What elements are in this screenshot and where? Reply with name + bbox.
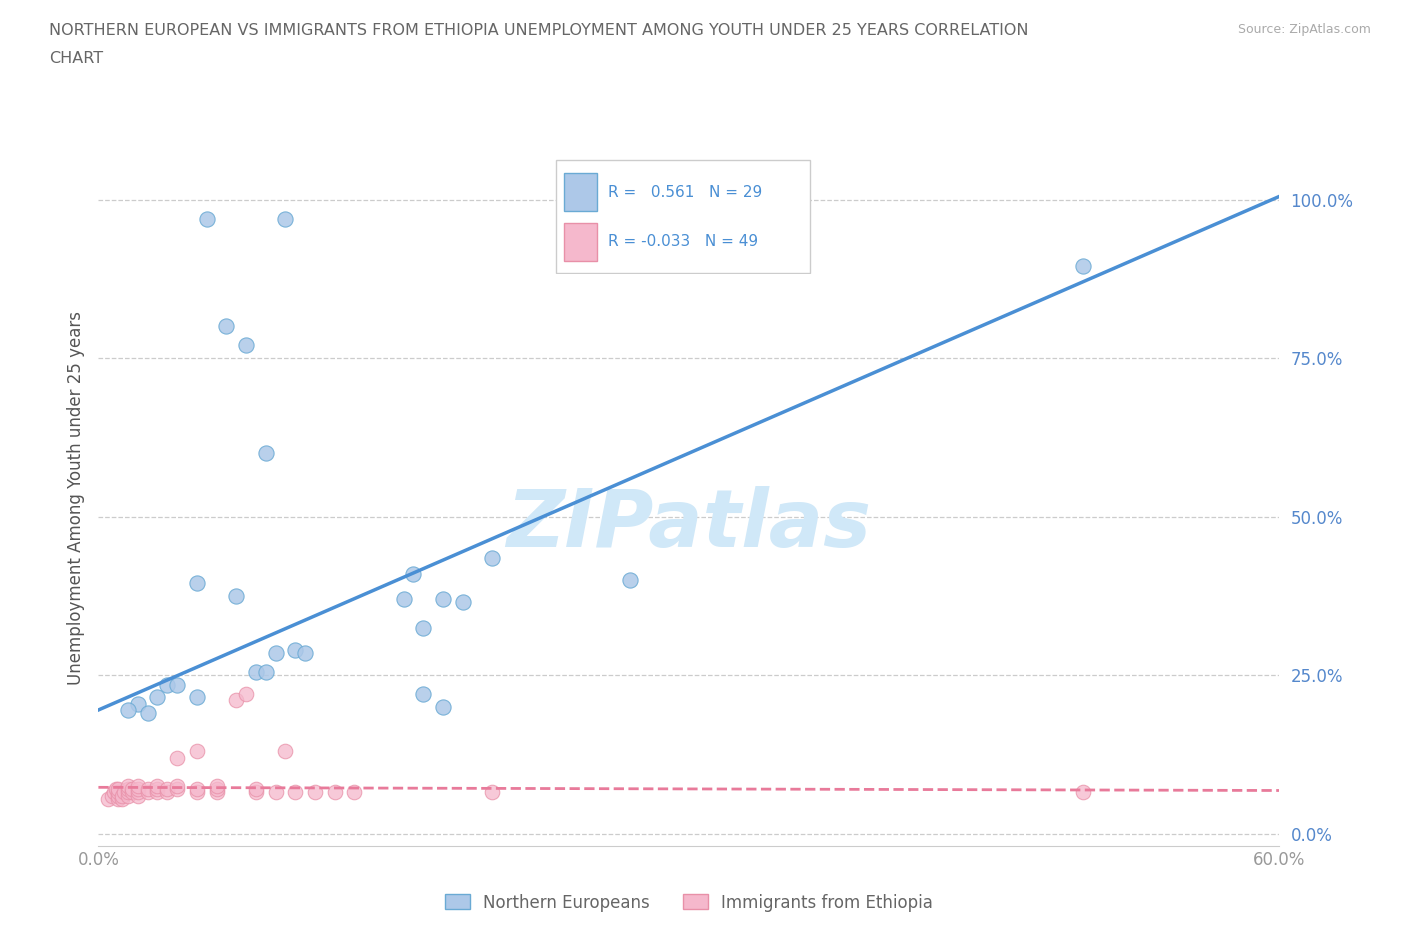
Point <box>111 791 134 806</box>
Point <box>117 702 139 717</box>
Point <box>215 319 238 334</box>
Point <box>156 785 179 800</box>
Point <box>432 699 454 714</box>
Point <box>136 785 159 800</box>
Point <box>402 566 425 581</box>
Point <box>412 620 434 635</box>
Point <box>264 645 287 660</box>
Point <box>245 785 267 800</box>
Point <box>166 751 188 765</box>
Point <box>105 782 128 797</box>
Point <box>146 782 169 797</box>
Point <box>235 686 257 701</box>
Point <box>254 445 277 460</box>
Point <box>481 785 503 800</box>
Point <box>107 782 129 797</box>
Point <box>146 785 169 800</box>
Point <box>112 785 135 800</box>
Point <box>186 785 208 800</box>
Point <box>107 791 129 806</box>
Point <box>392 591 415 606</box>
Point <box>166 782 188 797</box>
Point <box>481 551 503 565</box>
Point <box>107 788 129 803</box>
Point <box>343 785 366 800</box>
Point <box>146 690 169 705</box>
Point <box>121 782 143 797</box>
Point <box>127 785 149 800</box>
Point <box>117 788 139 803</box>
Point <box>121 785 143 800</box>
Point <box>264 785 287 800</box>
Point <box>97 791 120 806</box>
Point <box>245 664 267 679</box>
Point <box>225 693 247 708</box>
Point <box>117 785 139 800</box>
Point <box>117 782 139 797</box>
Point <box>284 785 307 800</box>
Point <box>127 788 149 803</box>
Point <box>166 677 188 692</box>
Point <box>412 686 434 701</box>
Point <box>117 778 139 793</box>
Point <box>186 744 208 759</box>
Point <box>186 576 208 591</box>
Point <box>127 697 149 711</box>
Point <box>136 782 159 797</box>
Text: NORTHERN EUROPEAN VS IMMIGRANTS FROM ETHIOPIA UNEMPLOYMENT AMONG YOUTH UNDER 25 : NORTHERN EUROPEAN VS IMMIGRANTS FROM ETH… <box>49 23 1029 38</box>
Point <box>127 782 149 797</box>
Point <box>195 211 218 226</box>
Point <box>205 778 228 793</box>
Point <box>111 788 134 803</box>
Point <box>294 645 316 660</box>
Point <box>156 677 179 692</box>
Point <box>136 706 159 721</box>
Point <box>451 595 474 610</box>
Text: Source: ZipAtlas.com: Source: ZipAtlas.com <box>1237 23 1371 36</box>
Point <box>103 785 125 800</box>
Point <box>619 573 641 588</box>
Text: ZIPatlas: ZIPatlas <box>506 486 872 565</box>
Point <box>156 782 179 797</box>
Point <box>235 338 257 352</box>
Point <box>127 778 149 793</box>
Point <box>107 785 129 800</box>
Point <box>1071 259 1094 273</box>
Point <box>205 785 228 800</box>
Point <box>254 664 277 679</box>
Point <box>274 211 297 226</box>
Point <box>225 589 247 604</box>
Point <box>304 785 326 800</box>
Point <box>323 785 346 800</box>
Text: CHART: CHART <box>49 51 103 66</box>
Point <box>101 788 124 803</box>
Point <box>186 690 208 705</box>
Point <box>1071 785 1094 800</box>
Point <box>186 782 208 797</box>
Point <box>245 782 267 797</box>
Legend: Northern Europeans, Immigrants from Ethiopia: Northern Europeans, Immigrants from Ethi… <box>437 887 941 918</box>
Point <box>166 778 188 793</box>
Point <box>432 591 454 606</box>
Point <box>274 744 297 759</box>
Y-axis label: Unemployment Among Youth under 25 years: Unemployment Among Youth under 25 years <box>66 311 84 684</box>
Point <box>205 782 228 797</box>
Point <box>146 778 169 793</box>
Point <box>284 643 307 658</box>
